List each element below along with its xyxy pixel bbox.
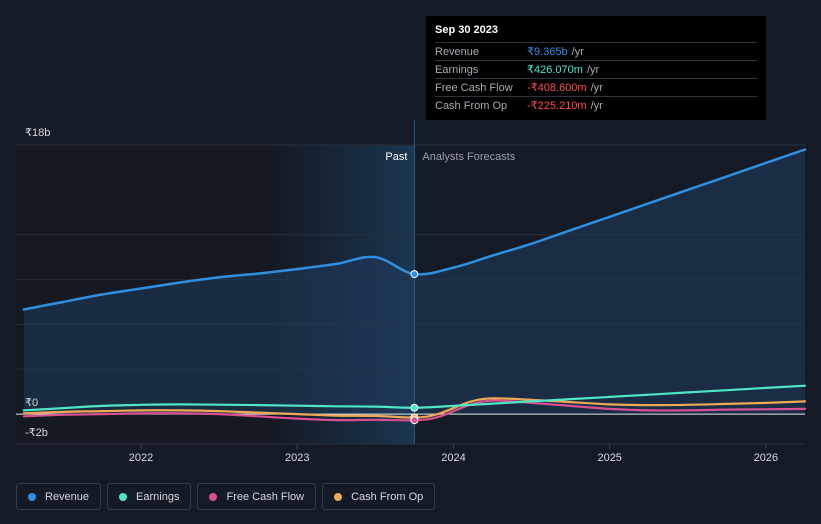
free-cash-flow-line	[22, 399, 807, 422]
y-tick-label: -₹2b	[25, 427, 48, 439]
x-axis: 2022 2023 2024 2025 2026	[129, 444, 778, 464]
tooltip-unit: /yr	[590, 81, 603, 94]
legend: Revenue Earnings Free Cash Flow Cash Fro…	[16, 483, 436, 510]
x-tick-label: 2025	[597, 452, 621, 464]
tooltip-label: Earnings	[435, 63, 479, 76]
tooltip-label: Free Cash Flow	[435, 81, 513, 94]
legend-dot-icon	[28, 492, 36, 501]
legend-label: Cash From Op	[351, 490, 424, 503]
y-tick-label: ₹0	[25, 397, 38, 409]
forecast-label: Analysts Forecasts	[422, 151, 515, 163]
x-tick-label: 2023	[285, 452, 309, 464]
tooltip-label: Revenue	[435, 45, 480, 58]
legend-dot-icon	[209, 492, 218, 501]
tooltip-unit: /yr	[571, 45, 584, 58]
tooltip-row-cash-from-op: Cash From Op -₹225.210m /yr	[435, 96, 757, 114]
legend-label: Revenue	[45, 490, 90, 503]
legend-dot-icon	[334, 492, 343, 501]
earnings-marker	[410, 403, 419, 412]
tooltip-row-revenue: Revenue ₹9.365b /yr	[435, 42, 757, 60]
legend-item-cash-from-op[interactable]: Cash From Op	[322, 483, 436, 510]
tooltip-label: Cash From Op	[435, 99, 508, 112]
tooltip-row-earnings: Earnings ₹426.070m /yr	[435, 60, 757, 78]
tooltip-value: ₹426.070m	[527, 64, 583, 76]
past-label: Past	[385, 151, 407, 163]
highlight-markers	[410, 270, 419, 425]
tooltip-unit: /yr	[590, 99, 603, 112]
tooltip-value: ₹9.365b	[527, 46, 568, 58]
revenue-marker	[410, 270, 419, 279]
tooltip-value: -₹408.600m	[527, 82, 587, 94]
y-tick-label: ₹18b	[25, 127, 50, 139]
tooltip-row-free-cash-flow: Free Cash Flow -₹408.600m /yr	[435, 78, 757, 96]
cash-from-op-line	[22, 397, 807, 419]
legend-label: Earnings	[136, 490, 180, 503]
x-tick-label: 2022	[129, 452, 153, 464]
legend-item-free-cash-flow[interactable]: Free Cash Flow	[197, 483, 317, 510]
legend-item-earnings[interactable]: Earnings	[107, 483, 192, 510]
x-tick-label: 2026	[754, 452, 778, 464]
legend-label: Free Cash Flow	[226, 490, 305, 503]
free-cash-flow-marker	[410, 416, 419, 425]
legend-item-revenue[interactable]: Revenue	[16, 483, 102, 510]
x-tick-label: 2024	[441, 452, 465, 464]
tooltip-unit: /yr	[586, 63, 600, 76]
tooltip-value: -₹225.210m	[527, 100, 587, 112]
legend-dot-icon	[119, 492, 128, 501]
tooltip: Sep 30 2023 Revenue ₹9.365b /yr Earnings…	[426, 16, 766, 120]
tooltip-date: Sep 30 2023	[435, 24, 498, 36]
